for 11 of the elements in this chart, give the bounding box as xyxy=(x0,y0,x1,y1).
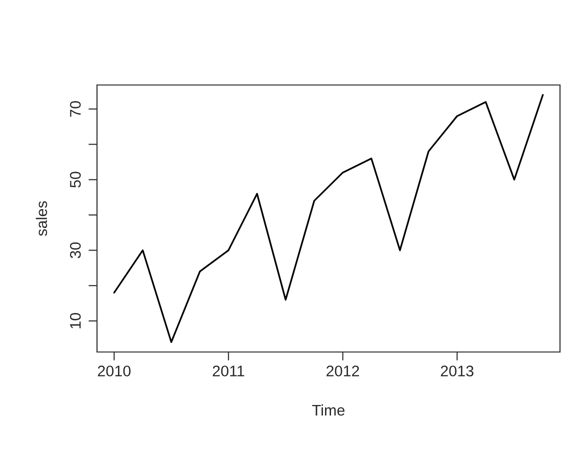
x-tick-label: 2011 xyxy=(212,366,244,376)
y-tick-label: 70 xyxy=(70,101,81,117)
y-axis-title: sales xyxy=(36,201,48,236)
x-tick-label: 2010 xyxy=(98,366,131,376)
y-tick-label: 30 xyxy=(70,242,81,258)
y-tick-label: 10 xyxy=(70,313,81,328)
x-tick-label: 2012 xyxy=(326,366,360,376)
line-series xyxy=(113,94,544,343)
x-tick-label: 2013 xyxy=(440,366,474,376)
y-tick-label: 50 xyxy=(70,172,81,188)
x-axis-title: Time xyxy=(312,404,345,416)
